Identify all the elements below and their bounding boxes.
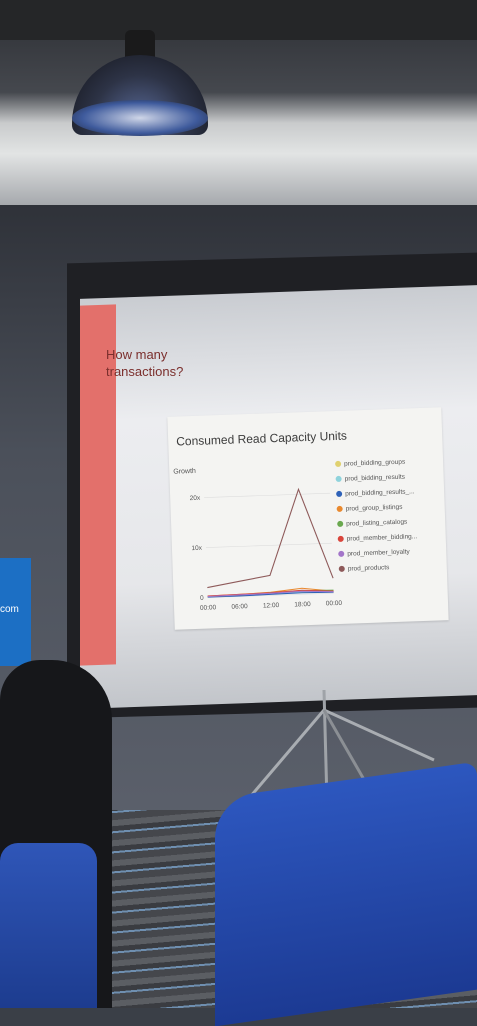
legend-label: prod_products bbox=[347, 564, 390, 573]
side-banner bbox=[0, 558, 31, 666]
legend-swatch bbox=[337, 521, 344, 528]
x-tick-label: 00:00 bbox=[200, 604, 217, 612]
legend-label: prod_bidding_groups bbox=[344, 458, 406, 468]
legend-label: prod_group_listings bbox=[345, 503, 403, 513]
x-tick-label: 06:00 bbox=[231, 603, 248, 611]
chair-left bbox=[0, 843, 97, 1008]
slide-title: How many transactions? bbox=[106, 347, 184, 379]
legend-swatch bbox=[335, 476, 342, 483]
legend-label: prod_bidding_results_... bbox=[345, 488, 415, 498]
chart-card: Consumed Read Capacity Units Growth 0 10x… bbox=[167, 407, 449, 630]
legend-label: prod_member_bidding... bbox=[346, 533, 418, 543]
legend-item: prod_member_bidding... bbox=[337, 533, 418, 543]
series-line-prod-products bbox=[207, 487, 334, 589]
lamp-reflector bbox=[72, 100, 208, 136]
legend-item: prod_listing_catalogs bbox=[337, 518, 417, 528]
legend-item: prod_bidding_groups bbox=[335, 458, 415, 468]
legend-item: prod_bidding_results bbox=[335, 473, 416, 483]
legend-swatch bbox=[337, 536, 344, 543]
chair-right bbox=[215, 761, 477, 1026]
series-line-prod-member-loyalty bbox=[207, 590, 334, 598]
legend-swatch bbox=[338, 566, 345, 573]
y-tick-label: 0 bbox=[200, 595, 204, 602]
legend-item: prod_bidding_results_... bbox=[336, 488, 416, 498]
legend-label: prod_member_loyalty bbox=[347, 548, 410, 558]
x-tick-label: 12:00 bbox=[263, 602, 280, 610]
y-tick-label: 20x bbox=[190, 495, 201, 502]
legend-swatch bbox=[335, 461, 342, 468]
chart-svg: 0 10x 20x 00:00 06:00 12:00 18:00 00:00 bbox=[190, 487, 343, 612]
gridline bbox=[204, 492, 331, 498]
series-line-prod-bidding-results- bbox=[207, 591, 334, 598]
legend-item: prod_group_listings bbox=[336, 503, 417, 513]
legend-label: prod_bidding_results bbox=[344, 473, 406, 483]
gridline bbox=[205, 542, 332, 548]
ceiling-beam bbox=[0, 0, 477, 40]
x-tick-label: 18:00 bbox=[294, 601, 311, 609]
legend-swatch bbox=[336, 506, 343, 513]
x-tick-label: 00:00 bbox=[326, 600, 343, 608]
side-banner-text: com bbox=[0, 604, 19, 615]
legend-swatch bbox=[336, 491, 343, 498]
legend-item: prod_products bbox=[338, 563, 419, 573]
legend-label: prod_listing_catalogs bbox=[346, 518, 408, 528]
legend-swatch bbox=[338, 551, 345, 558]
legend-item: prod_member_loyalty bbox=[338, 548, 418, 558]
y-tick-label: 10x bbox=[191, 545, 202, 552]
